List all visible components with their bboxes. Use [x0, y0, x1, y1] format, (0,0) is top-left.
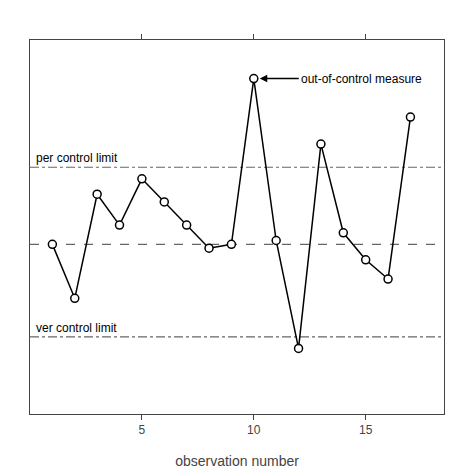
svg-text:per control limit: per control limit	[36, 151, 118, 165]
svg-text:10: 10	[247, 423, 261, 437]
svg-text:ver control limit: ver control limit	[36, 321, 117, 335]
svg-text:out-of-control measure: out-of-control measure	[301, 72, 422, 86]
svg-text:15: 15	[359, 423, 373, 437]
svg-text:5: 5	[139, 423, 146, 437]
svg-text:observation number: observation number	[175, 453, 299, 469]
